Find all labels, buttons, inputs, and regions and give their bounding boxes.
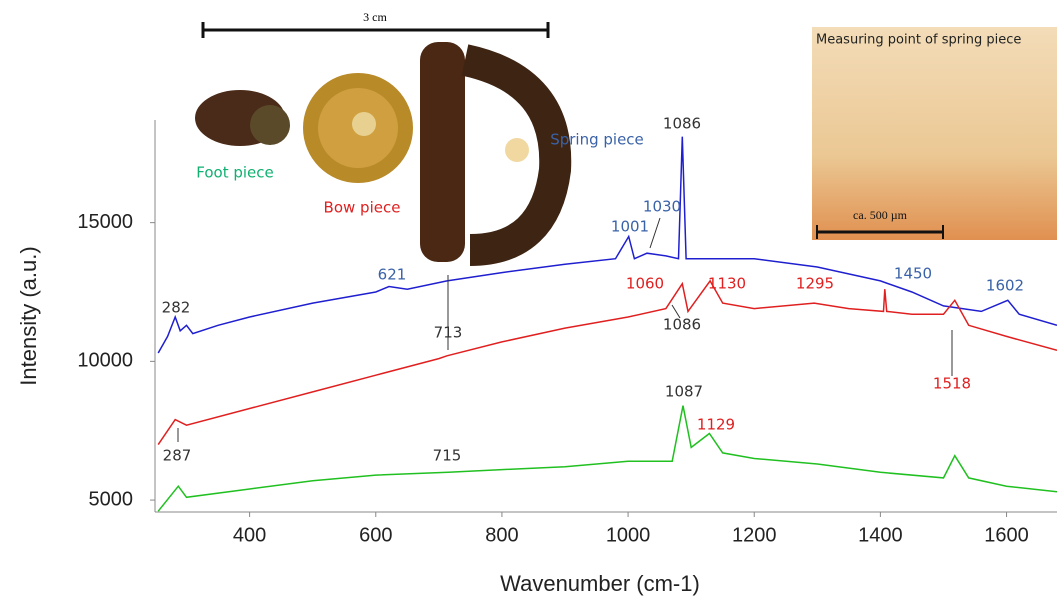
x-tick-label: 400: [233, 524, 266, 546]
micro-title: Measuring point of spring piece: [816, 33, 1021, 48]
annotation: 1450: [894, 265, 932, 283]
annotation: 1086: [663, 316, 701, 334]
fibula-photo: 3 cm: [195, 10, 572, 266]
micro-photo: Measuring point of spring piece ca. 500 …: [812, 27, 1057, 240]
x-tick-label: 1000: [606, 524, 651, 546]
leader-line: [649, 217, 661, 249]
y-tick-label: 5000: [89, 488, 134, 510]
x-tick-label: 1400: [858, 524, 903, 546]
annotation: Bow piece: [324, 199, 401, 217]
annotation: 1295: [796, 275, 834, 293]
annotation: 1086: [663, 115, 701, 133]
x-tick-label: 1200: [732, 524, 777, 546]
annotation: 621: [378, 266, 407, 284]
spectrum-line: [157, 405, 1057, 512]
x-tick-label: 800: [485, 524, 518, 546]
annotation: 1602: [986, 277, 1024, 295]
leader-line: [671, 304, 681, 319]
annotation: 715: [433, 447, 462, 465]
annotation: 1518: [933, 375, 971, 393]
annotation: 1129: [697, 416, 735, 434]
x-tick-label: 600: [359, 524, 392, 546]
spectrum-line: [157, 136, 1057, 354]
y-tick-label: 15000: [77, 211, 133, 233]
annotation: 282: [162, 299, 191, 317]
spectrum-line: [157, 279, 1057, 446]
annotation: 1060: [626, 275, 664, 293]
annotation: Foot piece: [196, 164, 274, 182]
annotation: 713: [434, 324, 463, 342]
y-axis-title: Intensity (a.u.): [16, 246, 41, 385]
scale-label: 3 cm: [363, 10, 387, 24]
annotation: 1130: [708, 275, 746, 293]
annotation: 1030: [643, 198, 681, 216]
annotation: 1001: [611, 218, 649, 236]
x-tick-label: 1600: [984, 524, 1029, 546]
y-tick-label: 10000: [77, 350, 133, 372]
annotation: 1087: [665, 383, 703, 401]
annotation: Spring piece: [550, 131, 644, 149]
micro-scale: ca. 500 µm: [853, 208, 908, 222]
annotation: 287: [163, 447, 192, 465]
x-axis-title: Wavenumber (cm-1): [500, 571, 700, 596]
